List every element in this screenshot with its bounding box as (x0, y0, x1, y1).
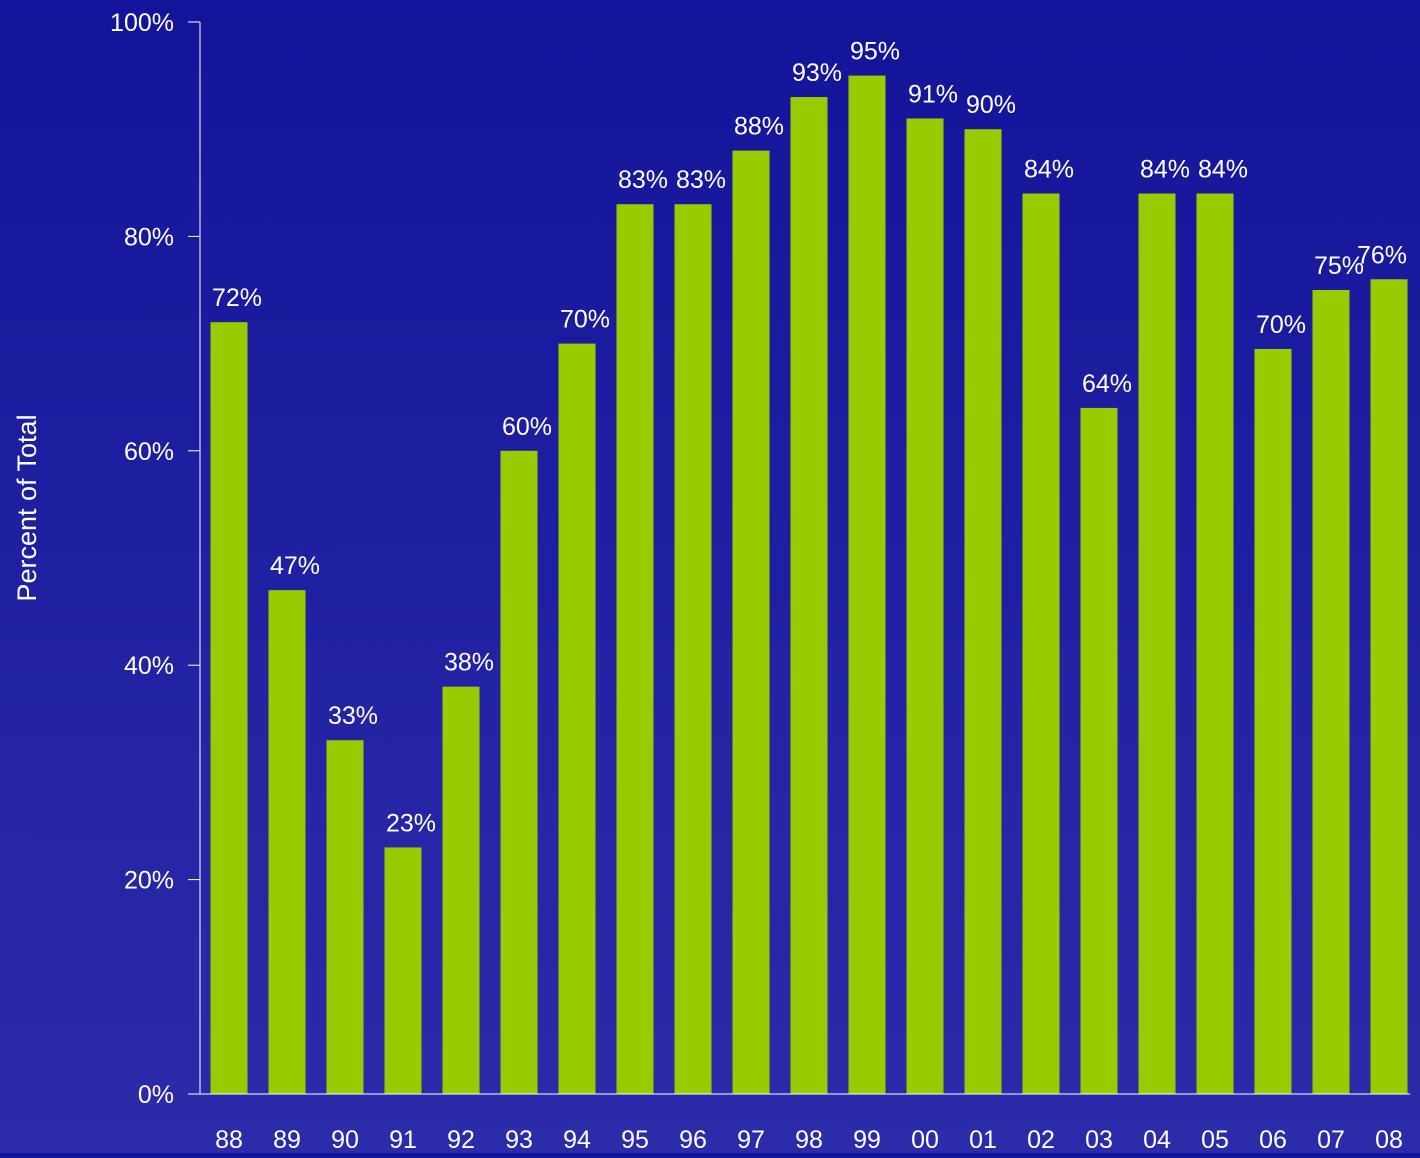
x-tick-label: 90 (331, 1126, 359, 1153)
data-label: 70% (560, 306, 610, 334)
x-tick-label: 08 (1375, 1126, 1403, 1153)
x-tick-label: 94 (563, 1126, 591, 1153)
x-tick-label: 01 (969, 1126, 997, 1153)
data-label: 47% (270, 552, 320, 580)
bar (732, 150, 770, 1094)
bar (442, 686, 480, 1094)
bar (1080, 407, 1118, 1094)
data-label: 93% (792, 59, 842, 87)
x-tick-label: 91 (389, 1126, 417, 1153)
bar (268, 590, 306, 1094)
bar (674, 204, 712, 1095)
y-tick-label: 40% (124, 652, 174, 680)
x-tick-label: 98 (795, 1126, 823, 1153)
data-label: 84% (1198, 156, 1248, 184)
x-tick-label: 97 (737, 1126, 765, 1153)
x-tick-label: 04 (1143, 1126, 1171, 1153)
bar (1138, 193, 1176, 1094)
x-tick-label: 02 (1027, 1126, 1055, 1153)
data-label: 83% (676, 166, 726, 194)
data-label: 76% (1357, 241, 1407, 269)
x-tick-label: 05 (1201, 1126, 1229, 1153)
bar (848, 75, 886, 1095)
axes-group (188, 21, 1410, 1095)
bar (384, 847, 422, 1094)
data-label: 88% (734, 113, 784, 141)
bar (210, 322, 248, 1094)
bar (1254, 348, 1292, 1095)
y-axis-title: Percent of Total (12, 414, 42, 601)
bar (1022, 193, 1060, 1094)
y-tick-label: 0% (138, 1081, 174, 1109)
y-tick-label: 20% (124, 867, 174, 895)
x-tick-label: 96 (679, 1126, 707, 1153)
data-label: 64% (1082, 370, 1132, 398)
data-label: 23% (386, 809, 436, 837)
data-label: 95% (850, 38, 900, 66)
y-tick-label: 100% (110, 9, 174, 37)
bars-group (210, 75, 1408, 1095)
data-label: 84% (1140, 156, 1190, 184)
x-tick-label: 99 (853, 1126, 881, 1153)
x-tick-label: 95 (621, 1126, 649, 1153)
bar (790, 97, 828, 1095)
x-tick-label: 92 (447, 1126, 475, 1153)
data-label: 60% (502, 413, 552, 441)
x-tick-label: 93 (505, 1126, 533, 1153)
y-tick-labels-group: 0% 20% 40% 60% 80% 100% (110, 9, 174, 1109)
x-tick-label: 07 (1317, 1126, 1345, 1153)
y-tick-label: 60% (124, 438, 174, 466)
data-label: 75% (1314, 252, 1364, 280)
bar (1312, 290, 1350, 1094)
bar (1370, 279, 1408, 1094)
bar (326, 740, 364, 1094)
x-tick-label: 00 (911, 1126, 939, 1153)
bar (906, 118, 944, 1095)
x-tick-label: 88 (215, 1126, 243, 1153)
data-label: 84% (1024, 156, 1074, 184)
data-label: 38% (444, 649, 494, 677)
y-axis-title-group: Percent of Total (12, 414, 42, 601)
bar (1196, 193, 1234, 1094)
data-label: 90% (966, 91, 1016, 119)
bar (964, 129, 1002, 1094)
data-label: 72% (212, 284, 262, 312)
data-label: 70% (1256, 311, 1306, 339)
bar (616, 204, 654, 1095)
x-tick-label: 06 (1259, 1126, 1287, 1153)
y-tick-label: 80% (124, 223, 174, 251)
x-tick-label: 89 (273, 1126, 301, 1153)
data-label: 33% (328, 702, 378, 730)
bar (500, 450, 538, 1094)
x-tick-labels-group: 88 89 90 91 92 93 94 95 96 97 98 99 00 01 02 03 04 05 06 07… (215, 1126, 1403, 1154)
data-label: 83% (618, 166, 668, 194)
data-labels-group: 72% 47% 33% 23% 38% 60% 70% 83% 83% 88% 93% 95% 91% 9… (212, 38, 1407, 838)
bar (558, 343, 596, 1095)
data-label: 91% (908, 80, 958, 108)
x-tick-label: 03 (1085, 1126, 1113, 1153)
